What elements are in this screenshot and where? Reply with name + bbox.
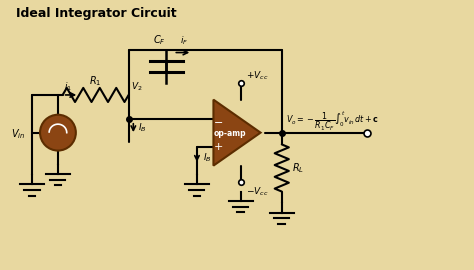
Text: $V_o = -\dfrac{1}{R_1 C_F} \int_0^t v_{in}\, dt + \mathbf{c}$: $V_o = -\dfrac{1}{R_1 C_F} \int_0^t v_{i… <box>286 109 380 133</box>
Text: $+V_{cc}$: $+V_{cc}$ <box>246 70 269 82</box>
Polygon shape <box>213 100 261 166</box>
Text: $-$: $-$ <box>213 116 223 126</box>
Circle shape <box>40 115 76 151</box>
Text: $I_B$: $I_B$ <box>203 152 212 164</box>
Text: $i_1$: $i_1$ <box>64 80 72 93</box>
Text: $C_F$: $C_F$ <box>153 33 165 47</box>
Text: $i_F$: $i_F$ <box>181 34 189 47</box>
Text: $-V_{cc}$: $-V_{cc}$ <box>246 185 269 198</box>
Text: $V_{in}$: $V_{in}$ <box>11 127 25 141</box>
Text: $+$: $+$ <box>213 141 223 152</box>
Text: $R_1$: $R_1$ <box>90 75 102 88</box>
Text: Ideal Integrator Circuit: Ideal Integrator Circuit <box>16 7 176 20</box>
Text: $R_L$: $R_L$ <box>292 161 304 175</box>
Text: $I_B$: $I_B$ <box>138 121 146 134</box>
Text: $V_2$: $V_2$ <box>131 80 143 93</box>
Text: op-amp: op-amp <box>214 129 246 138</box>
